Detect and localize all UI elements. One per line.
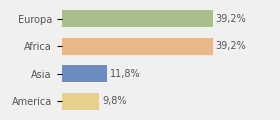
Bar — [62, 65, 107, 82]
Text: 11,8%: 11,8% — [110, 69, 141, 79]
Text: 39,2%: 39,2% — [216, 41, 246, 51]
Bar — [62, 10, 213, 27]
Text: 39,2%: 39,2% — [216, 14, 246, 24]
Bar — [62, 93, 99, 110]
Text: 9,8%: 9,8% — [102, 96, 127, 106]
Bar — [62, 38, 213, 55]
